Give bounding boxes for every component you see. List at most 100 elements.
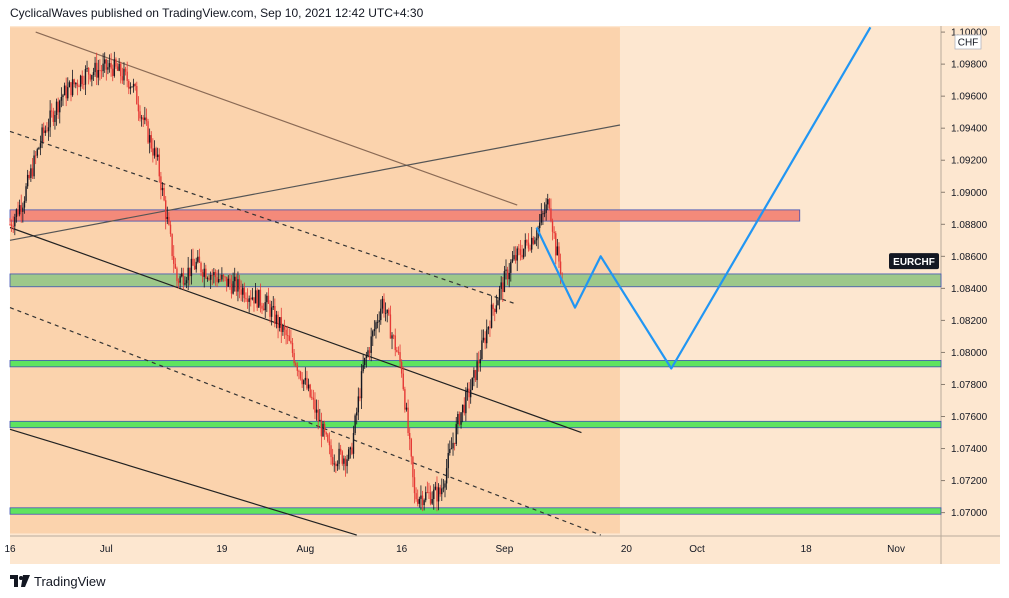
candle-body-272 bbox=[445, 468, 448, 484]
candle-body-133 bbox=[222, 274, 225, 277]
price-chart[interactable]: 1.10000 1.09800 1.09600 1.09400 1.09200 1.090… bbox=[0, 0, 1009, 570]
candle-body-320 bbox=[522, 248, 525, 258]
candle-body-341 bbox=[556, 246, 559, 256]
rising-line bbox=[9, 124, 621, 241]
candle-body-165 bbox=[274, 306, 276, 324]
candle-body-172 bbox=[285, 329, 287, 336]
candle-body-197 bbox=[325, 432, 327, 435]
candle-body-250 bbox=[410, 439, 412, 457]
candle-body-71 bbox=[123, 68, 125, 81]
candle-body-330 bbox=[539, 222, 541, 229]
currency-tag bbox=[954, 34, 982, 50]
candle-body-167 bbox=[277, 314, 279, 328]
candle-body-202 bbox=[333, 463, 335, 465]
candle-body-102 bbox=[173, 256, 175, 264]
candle-body-107 bbox=[181, 273, 183, 277]
y-tick-label-14: 1.07200 bbox=[951, 476, 988, 487]
candle-body-205 bbox=[338, 448, 340, 464]
candle-body-109 bbox=[184, 283, 186, 285]
candle-body-14 bbox=[31, 168, 34, 177]
candle-body-92 bbox=[156, 154, 159, 157]
candle-body-83 bbox=[142, 117, 144, 120]
x-tick-label-1: Jul bbox=[100, 544, 113, 555]
candle-body-268 bbox=[439, 487, 441, 495]
candle-body-207 bbox=[341, 451, 343, 464]
candle-body-124 bbox=[208, 278, 210, 280]
x-tick-label-3: Aug bbox=[296, 544, 314, 555]
candle-body-37 bbox=[68, 82, 71, 88]
candle-body-35 bbox=[65, 85, 67, 99]
candle-body-275 bbox=[450, 448, 453, 450]
dashed-channel-top bbox=[9, 130, 518, 305]
candle-body-36 bbox=[67, 87, 69, 99]
candle-body-111 bbox=[187, 267, 189, 281]
candle-body-342 bbox=[558, 246, 560, 262]
candle-body-230 bbox=[378, 320, 380, 322]
candle-body-232 bbox=[381, 298, 384, 309]
candle-body-79 bbox=[136, 86, 138, 105]
candle-body-173 bbox=[286, 335, 289, 337]
candle-body-185 bbox=[306, 377, 308, 389]
candle-body-104 bbox=[176, 268, 178, 282]
candle-body-115 bbox=[193, 265, 196, 270]
candle-body-271 bbox=[444, 483, 446, 488]
candle-body-91 bbox=[155, 148, 157, 157]
candle-body-2 bbox=[12, 226, 14, 228]
candle-body-224 bbox=[368, 350, 371, 353]
candle-body-148 bbox=[246, 299, 249, 302]
candle-body-164 bbox=[272, 306, 274, 308]
candle-body-321 bbox=[524, 240, 526, 249]
candle-body-234 bbox=[384, 312, 387, 314]
candle-body-199 bbox=[328, 441, 331, 446]
candle-body-212 bbox=[349, 447, 351, 450]
candle-body-198 bbox=[327, 434, 329, 442]
candle-body-174 bbox=[288, 335, 290, 341]
candle-body-119 bbox=[200, 262, 202, 273]
candle-body-186 bbox=[307, 384, 310, 389]
y-tick-label-1: 1.09800 bbox=[951, 60, 988, 71]
candle-body-110 bbox=[185, 280, 188, 284]
candle-body-63 bbox=[110, 63, 112, 69]
candle-body-340 bbox=[555, 233, 557, 256]
candle-body-152 bbox=[253, 297, 255, 304]
candle-body-244 bbox=[400, 362, 403, 374]
candle-body-229 bbox=[376, 321, 379, 323]
y-tick-label-4: 1.09200 bbox=[951, 156, 988, 167]
candle-body-138 bbox=[230, 283, 233, 294]
candle-body-309 bbox=[505, 269, 507, 272]
candle-body-327 bbox=[534, 240, 536, 244]
candle-body-285 bbox=[466, 388, 469, 392]
candle-body-24 bbox=[47, 127, 50, 132]
candle-body-113 bbox=[190, 258, 193, 277]
candle-body-19 bbox=[39, 143, 42, 148]
candle-body-176 bbox=[291, 342, 294, 354]
candle-body-184 bbox=[304, 377, 307, 381]
candle-body-142 bbox=[237, 279, 239, 292]
candle-body-50 bbox=[89, 74, 91, 80]
candle-body-246 bbox=[404, 389, 406, 410]
candle-body-117 bbox=[197, 256, 199, 262]
main-channel-line bbox=[9, 226, 582, 434]
candle-body-137 bbox=[229, 278, 231, 284]
candle-body-338 bbox=[551, 220, 554, 232]
x-axis: 16 Jul 19 Aug 16 Sep 20 Oct 18 Nov bbox=[4, 544, 905, 555]
candle-body-159 bbox=[264, 302, 266, 311]
candle-body-151 bbox=[251, 297, 254, 300]
candle-body-344 bbox=[561, 273, 563, 275]
candle-body-94 bbox=[160, 176, 162, 191]
candle-body-56 bbox=[99, 70, 101, 71]
y-tick-label-5: 1.09000 bbox=[951, 188, 988, 199]
candle-body-162 bbox=[269, 303, 271, 317]
candle-body-22 bbox=[44, 130, 47, 133]
projection bbox=[535, 26, 872, 370]
candle-body-292 bbox=[478, 361, 480, 364]
candle-body-328 bbox=[535, 238, 538, 241]
candle-body-121 bbox=[203, 268, 205, 277]
candle-body-150 bbox=[250, 298, 252, 300]
candle-body-286 bbox=[468, 388, 470, 398]
candle-body-122 bbox=[205, 268, 207, 279]
candle-body-200 bbox=[330, 445, 332, 458]
candle-body-95 bbox=[161, 187, 164, 191]
candle-body-86 bbox=[147, 121, 149, 143]
candle-body-8 bbox=[22, 207, 24, 212]
